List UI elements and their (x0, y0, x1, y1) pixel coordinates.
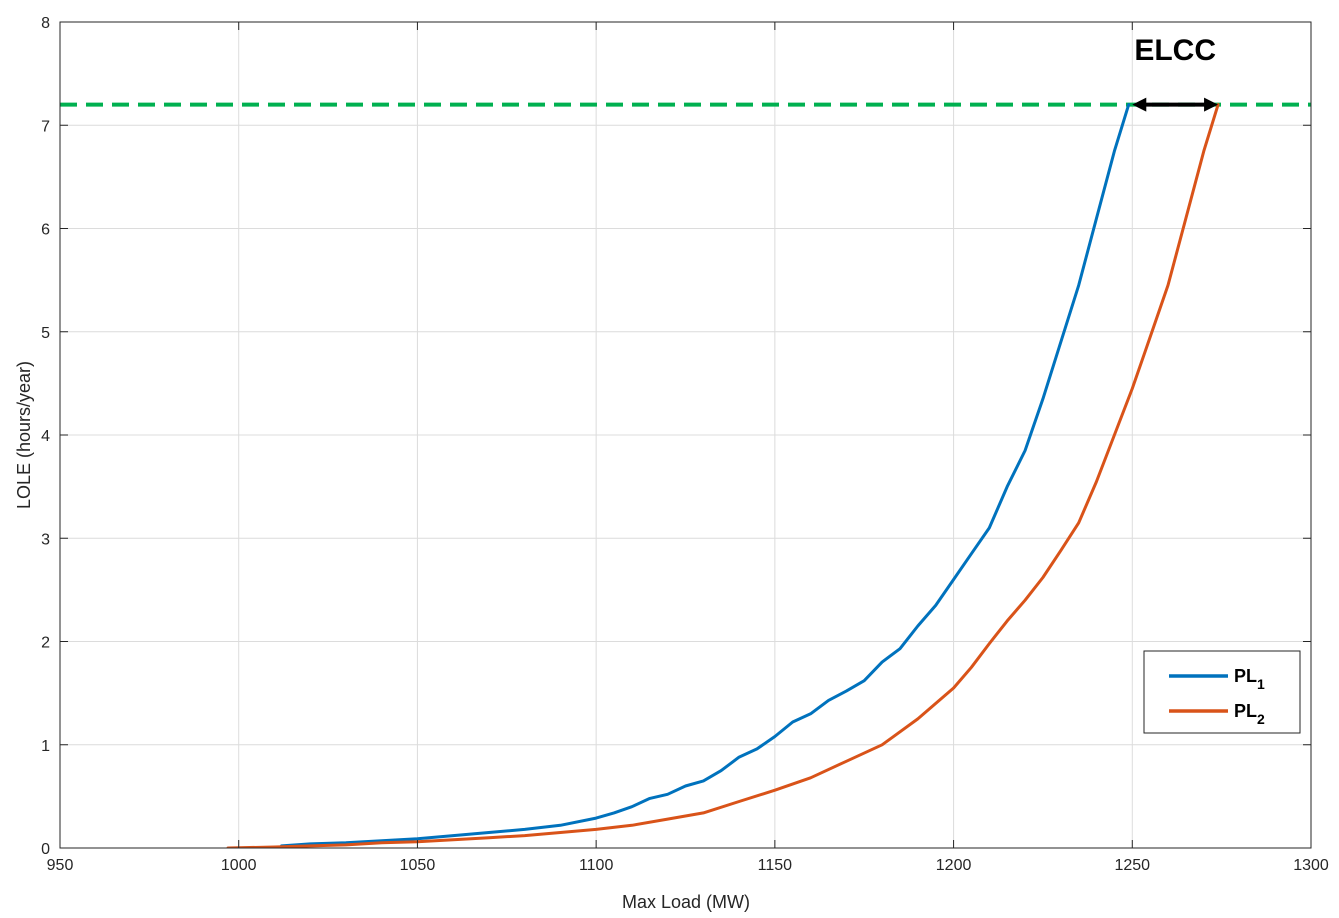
y-tick-label: 6 (41, 222, 50, 239)
grid-lines (60, 22, 1311, 848)
series-line-pl2 (226, 103, 1220, 848)
x-tick-label: 1000 (221, 857, 257, 874)
y-tick-label: 8 (41, 15, 50, 32)
series-line-pl1 (280, 103, 1131, 848)
x-tick-label: 1250 (1114, 857, 1150, 874)
x-tick-label: 1050 (400, 857, 436, 874)
y-tick-label: 1 (41, 738, 50, 755)
x-tick-label: 1200 (936, 857, 972, 874)
x-tick-label: 1300 (1293, 857, 1329, 874)
annotation-layer: ELCC (1132, 34, 1219, 112)
tick-labels: 950 1000 1050 1100 1150 1200 1250 1300 0 1 2 3 4 5 6 7 8 (41, 15, 1329, 874)
series-layer (226, 103, 1220, 848)
legend-box (1143, 650, 1301, 734)
legend-label-pl2: PL2 (1234, 701, 1265, 727)
x-axis-label: Max Load (MW) (622, 892, 750, 912)
y-tick-label: 0 (41, 841, 50, 858)
y-tick-label: 4 (41, 428, 50, 445)
y-tick-label: 5 (41, 325, 50, 342)
x-tick-label: 1150 (758, 857, 793, 874)
x-tick-label: 950 (47, 857, 74, 874)
elcc-arrow-head-right (1204, 97, 1219, 112)
y-tick-label: 7 (41, 118, 50, 135)
y-tick-label: 2 (41, 635, 50, 652)
y-axis-label: LOLE (hours/year) (14, 361, 34, 509)
y-tick-label: 3 (41, 531, 50, 548)
x-tick-label: 1100 (579, 857, 614, 874)
elcc-arrow-head-left (1132, 97, 1147, 112)
legend-label-pl1: PL1 (1234, 666, 1265, 692)
axis-ticks (59, 21, 1312, 849)
legend: PL1 PL2 (1143, 650, 1301, 734)
elcc-label: ELCC (1134, 34, 1216, 67)
